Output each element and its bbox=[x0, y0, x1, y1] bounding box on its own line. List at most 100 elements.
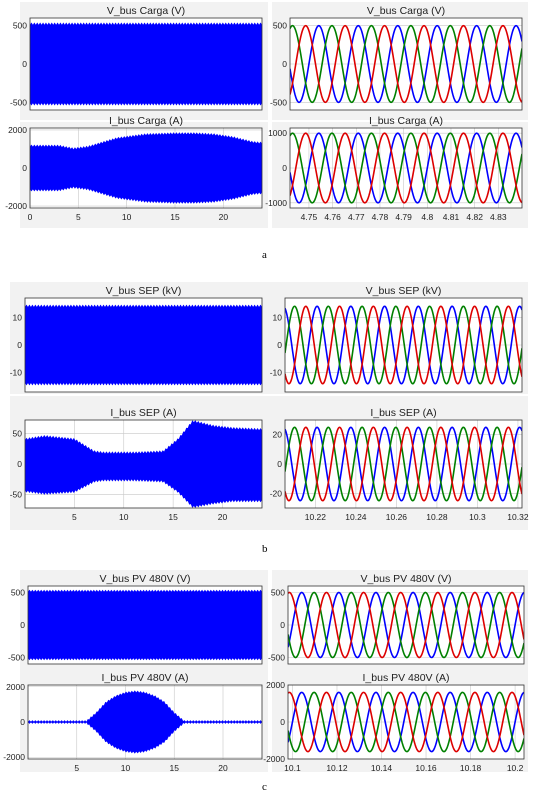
y-tick-label: -500 bbox=[268, 653, 285, 663]
y-tick-label: 0 bbox=[20, 620, 25, 630]
envelope-signal bbox=[30, 132, 262, 204]
x-tick-label: 10.12 bbox=[326, 763, 348, 773]
x-tick-label: 4.81 bbox=[443, 212, 460, 222]
y-tick-label: 50 bbox=[13, 428, 23, 438]
chart-title: I_bus Carga (A) bbox=[109, 115, 183, 127]
envelope-signal bbox=[25, 304, 262, 386]
y-tick-label: -10 bbox=[270, 368, 283, 378]
y-tick-label: -20 bbox=[270, 488, 283, 498]
x-tick-label: 4.77 bbox=[348, 212, 365, 222]
phase-b-line bbox=[290, 132, 522, 204]
chart-panel-c-v-full: V_bus PV 480V (V) -500 0 500 bbox=[8, 570, 268, 670]
y-tick-label: 0 bbox=[282, 163, 287, 173]
x-tick-label: 10.2 bbox=[507, 763, 524, 773]
x-tick-label: 5 bbox=[74, 763, 79, 773]
axes-frame bbox=[24, 419, 263, 509]
x-tick-label: 10.16 bbox=[415, 763, 437, 773]
x-tick-label: 5 bbox=[72, 512, 77, 522]
chart-panel-b-v-zoom: V_bus SEP (kV) -10 0 10 bbox=[265, 282, 528, 394]
x-tick-label: 4.76 bbox=[324, 212, 341, 222]
y-tick-label: -2000 bbox=[3, 752, 25, 762]
x-tick-label: 10.24 bbox=[345, 512, 367, 522]
y-tick-label: 10 bbox=[273, 312, 283, 322]
plot-series bbox=[30, 22, 262, 106]
x-tick-label: 20 bbox=[219, 212, 229, 222]
plot-series bbox=[285, 305, 522, 385]
x-tick-label: 10.14 bbox=[371, 763, 393, 773]
caption-c: c bbox=[262, 781, 267, 793]
chart-title: V_bus Carga (V) bbox=[107, 5, 185, 17]
y-tick-label: 0 bbox=[282, 59, 287, 69]
plot-series bbox=[25, 304, 262, 386]
x-tick-label: 4.83 bbox=[490, 212, 507, 222]
y-tick-label: 10 bbox=[13, 312, 23, 322]
phase-c-line bbox=[288, 691, 524, 753]
y-tick-label: 20 bbox=[273, 430, 283, 440]
phase-c-line bbox=[288, 591, 524, 659]
plot-series bbox=[25, 420, 262, 508]
x-tick-label: 4.78 bbox=[372, 212, 389, 222]
phase-a-line bbox=[285, 305, 522, 385]
chart-panel-a-v-zoom: V_bus Carga (V) -500 0 500 bbox=[270, 2, 528, 120]
y-tick-label: 2000 bbox=[8, 125, 27, 135]
x-tick-label: 15 bbox=[168, 512, 178, 522]
caption-b: b bbox=[262, 543, 268, 555]
axes-frame bbox=[29, 127, 263, 209]
envelope-signal bbox=[28, 690, 262, 754]
phase-b-line bbox=[288, 591, 524, 659]
phase-c-line bbox=[290, 132, 522, 204]
axes-frame bbox=[284, 297, 523, 393]
y-tick-label: 2000 bbox=[266, 680, 285, 690]
x-tick-label: 4.82 bbox=[466, 212, 483, 222]
x-tick-label: 10.28 bbox=[426, 512, 448, 522]
phase-a-line bbox=[285, 426, 522, 502]
chart-title: I_bus SEP (A) bbox=[370, 407, 436, 419]
axes-frame bbox=[284, 419, 523, 509]
x-tick-label: 0 bbox=[28, 212, 33, 222]
y-tick-label: 1000 bbox=[268, 128, 287, 138]
y-tick-label: -500 bbox=[8, 653, 25, 663]
axes-frame bbox=[27, 585, 263, 665]
phase-c-line bbox=[285, 426, 522, 502]
axes-frame bbox=[287, 585, 525, 665]
chart-title: V_bus PV 480V (V) bbox=[99, 573, 190, 585]
chart-panel-c-i-full: I_bus PV 480V (A) -2000 0 2000 5 10 15 20 bbox=[3, 670, 268, 773]
y-tick-label: -500 bbox=[270, 97, 287, 107]
y-tick-label: 500 bbox=[11, 588, 25, 598]
chart-panel-c-v-zoom: V_bus PV 480V (V) -500 0 500 bbox=[268, 570, 528, 670]
axes-frame bbox=[289, 17, 523, 111]
x-tick-label: 15 bbox=[170, 763, 180, 773]
y-tick-label: 0 bbox=[17, 459, 22, 469]
phase-b-line bbox=[290, 24, 522, 104]
chart-panel-b-i-zoom: I_bus SEP (A) -20 0 20 10.22 10.24 10.26 10.28 1… bbox=[265, 396, 529, 530]
envelope-signal bbox=[28, 589, 262, 661]
x-tick-label: 20 bbox=[218, 512, 228, 522]
envelope-signal bbox=[25, 420, 262, 508]
phase-c-line bbox=[285, 305, 522, 385]
plot-series bbox=[288, 691, 524, 753]
plot-series bbox=[290, 132, 522, 204]
x-tick-label: 10.1 bbox=[284, 763, 301, 773]
x-tick-label: 4.75 bbox=[301, 212, 318, 222]
x-tick-label: 10.26 bbox=[386, 512, 408, 522]
y-tick-label: -2000 bbox=[263, 754, 285, 764]
x-tick-label: 10 bbox=[122, 212, 132, 222]
y-tick-label: 0 bbox=[280, 620, 285, 630]
y-tick-label: 500 bbox=[13, 21, 27, 31]
caption-a: a bbox=[262, 249, 267, 261]
plot-series bbox=[290, 24, 522, 104]
chart-panel-a-i-zoom: I_bus Carga (A) -1000 0 1000 4.75 4.76 4.77 4.7… bbox=[265, 115, 528, 228]
axes-frame bbox=[29, 17, 263, 111]
chart-panel-c-i-zoom: I_bus PV 480V (A) -2000 0 2000 10.1 10.12 10.1… bbox=[263, 670, 528, 773]
x-tick-label: 20 bbox=[218, 763, 228, 773]
axes-frame bbox=[27, 684, 263, 760]
plot-series bbox=[30, 132, 262, 204]
y-tick-label: -50 bbox=[10, 490, 23, 500]
phase-b-line bbox=[285, 426, 522, 502]
plot-series bbox=[28, 690, 262, 754]
x-tick-label: 15 bbox=[170, 212, 180, 222]
chart-title: I_bus SEP (A) bbox=[110, 407, 176, 419]
chart-title: I_bus PV 480V (A) bbox=[363, 672, 450, 684]
